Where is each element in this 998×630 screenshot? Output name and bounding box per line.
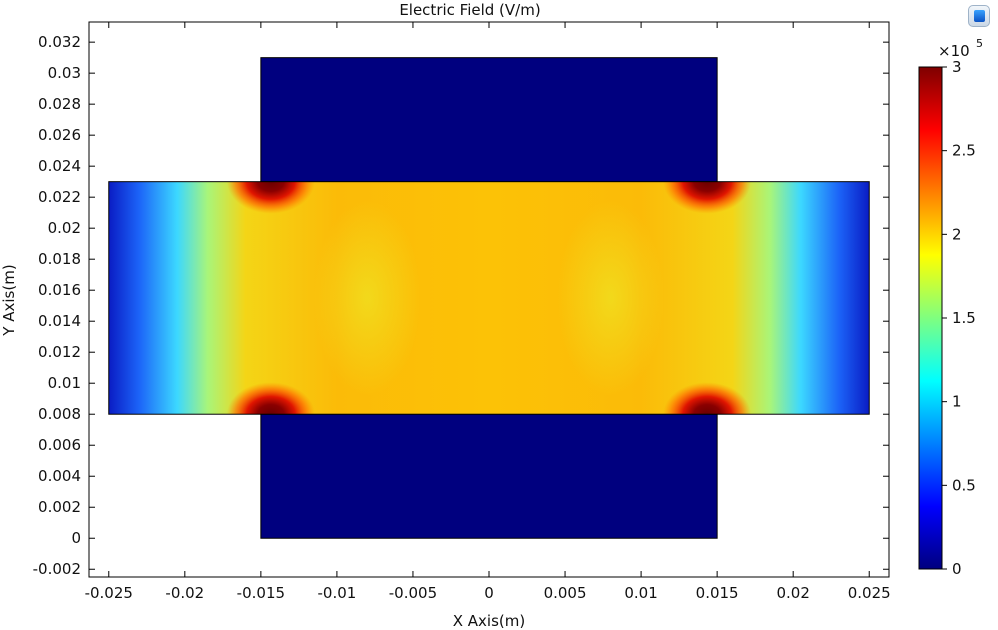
x-tick-label: -0.015 [237,584,285,602]
colorbar-tick-label: 3 [952,58,962,76]
y-tick-label: 0.022 [38,188,81,206]
y-tick-label: 0.006 [38,436,81,454]
x-tick-label: -0.005 [389,584,437,602]
y-tick-label: 0.024 [38,157,81,175]
y-tick-label: 0.002 [38,498,81,516]
y-axis-title: Y Axis(m) [0,264,18,336]
x-tick-label: 0.005 [544,584,587,602]
colorbar-ticks: 0 0.5 1 1.5 2 2.5 3 [942,58,976,578]
colorbar-multiplier: ×10 [938,42,970,60]
colorbar-tick-label: 1.5 [952,309,976,327]
colorbar-tick-label: 2.5 [952,142,976,160]
x-tick-label: 0 [484,584,494,602]
colorbar-tick-label: 1 [952,393,962,411]
app-logo-icon [968,5,990,27]
colorbar-tick-label: 0 [952,560,962,578]
y-tick-label: 0.016 [38,281,81,299]
x-tick-label: 0.01 [624,584,657,602]
x-axis-title: X Axis(m) [453,612,525,630]
x-tick-label: -0.01 [318,584,357,602]
plot-title: Electric Field (V/m) [399,1,540,19]
dielectric-field-region [108,181,870,415]
y-tick-label: 0.008 [38,405,81,423]
dielectric-outline [108,181,870,415]
hotspot-top-right [663,181,752,214]
y-tick-label: 0.012 [38,343,81,361]
y-tick-label: 0.028 [38,95,81,113]
y-tick-label: 0.03 [48,64,81,82]
colorbar [918,66,943,570]
colorbar-tick-label: 2 [952,225,962,243]
y-tick-label: 0.02 [48,219,81,237]
x-tick-label: 0.015 [696,584,739,602]
x-tick-label: -0.025 [85,584,133,602]
y-tick-label: 0.01 [48,374,81,392]
hotspot-bottom-left [226,382,315,415]
y-tick-label: 0.014 [38,312,81,330]
electrode-top [260,57,718,183]
field-bulge-left [314,200,421,396]
y-tick-label: 0.018 [38,250,81,268]
field-regions [108,57,870,539]
electrode-bottom [260,413,718,539]
colorbar-exponent: 5 [976,37,983,50]
y-tick-label: 0.004 [38,467,81,485]
x-tick-label: 0.02 [776,584,809,602]
x-tick-label: 0.025 [848,584,891,602]
field-bulge-right [557,200,664,396]
x-tick-label: -0.02 [165,584,204,602]
hotspot-top-left [226,181,315,214]
y-tick-label: 0.026 [38,126,81,144]
hotspot-bottom-right [663,382,752,415]
axis-ticks: -0.025 -0.02 -0.015 -0.01 -0.005 0 0.005 0.01 0.… [33,22,891,602]
colorbar-tick-label: 0.5 [952,476,976,494]
field-gradient [108,181,870,415]
y-tick-label: -0.002 [33,560,81,578]
y-tick-label: 0.032 [38,33,81,51]
y-tick-label: 0 [71,529,81,547]
